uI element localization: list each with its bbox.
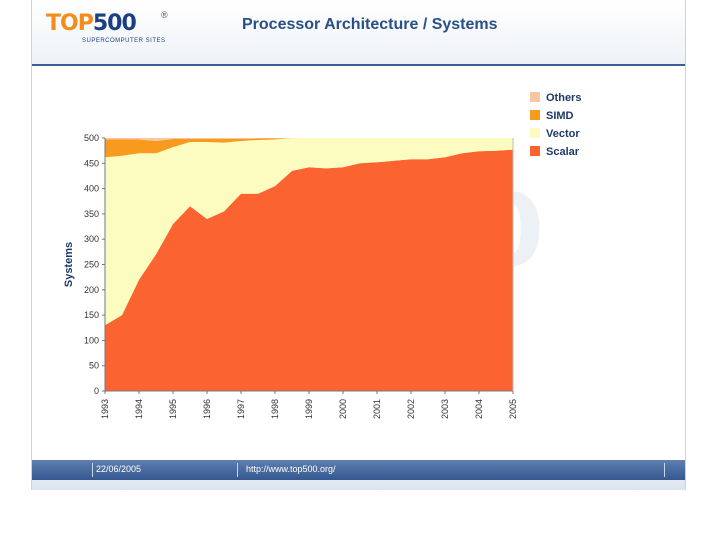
y-tick-label: 400 bbox=[84, 184, 99, 194]
logo-subtitle: SUPERCOMPUTER SITES bbox=[82, 38, 166, 44]
slide: 00 TOP 500 ® SUPERCOMPUTER SITES Process… bbox=[31, 0, 686, 490]
top500-logo: TOP 500 ® SUPERCOMPUTER SITES bbox=[46, 8, 196, 50]
footer-date: 22/06/2005 bbox=[96, 464, 142, 474]
y-tick-label: 250 bbox=[84, 260, 99, 270]
y-tick-label: 450 bbox=[84, 158, 99, 168]
y-tick-label: 100 bbox=[84, 335, 99, 345]
legend-swatch-others bbox=[530, 92, 540, 102]
x-tick-label: 1996 bbox=[202, 399, 212, 419]
area-vector bbox=[105, 138, 513, 326]
x-tick-label: 2005 bbox=[508, 399, 518, 419]
registered-mark: ® bbox=[161, 10, 168, 20]
x-tick-label: 2001 bbox=[372, 399, 382, 419]
legend-label-others: Others bbox=[546, 92, 581, 104]
y-tick-label: 50 bbox=[89, 361, 99, 371]
legend-swatch-scalar bbox=[530, 146, 540, 156]
stacked-area-chart: 0 50 100 150 200 250 300 350 400 450 500 1993 1994 19… bbox=[63, 92, 581, 419]
x-tick-label: 1998 bbox=[270, 399, 280, 419]
legend-label-scalar: Scalar bbox=[546, 146, 580, 158]
x-tick-label: 1999 bbox=[304, 399, 314, 419]
y-tick-label: 0 bbox=[94, 386, 99, 396]
x-tick-label: 2003 bbox=[440, 399, 450, 419]
x-tick-label: 1994 bbox=[134, 399, 144, 419]
footer-url: http://www.top500.org/ bbox=[246, 464, 336, 474]
y-tick-label: 500 bbox=[84, 133, 99, 143]
legend-label-vector: Vector bbox=[546, 128, 580, 140]
slide-title: Processor Architecture / Systems bbox=[242, 16, 498, 33]
y-tick-label: 300 bbox=[84, 234, 99, 244]
x-tick-label: 2000 bbox=[338, 399, 348, 419]
logo-text-500: 500 bbox=[92, 10, 137, 36]
x-tick-label: 2002 bbox=[406, 399, 416, 419]
y-tick-label: 150 bbox=[84, 310, 99, 320]
y-axis-title: Systems bbox=[63, 242, 75, 287]
legend-swatch-simd bbox=[530, 110, 540, 120]
legend-swatch-vector bbox=[530, 128, 540, 138]
footer-separator bbox=[92, 463, 93, 477]
footer-bar: 22/06/2005 http://www.top500.org/ bbox=[32, 460, 685, 480]
footer-separator bbox=[237, 463, 238, 477]
x-tick-label: 1997 bbox=[236, 399, 246, 419]
y-tick-label: 350 bbox=[84, 209, 99, 219]
y-tick-label: 200 bbox=[84, 285, 99, 295]
x-tick-label: 2004 bbox=[474, 399, 484, 419]
slide-footer: 22/06/2005 http://www.top500.org/ bbox=[32, 460, 685, 490]
legend-label-simd: SIMD bbox=[546, 110, 574, 122]
logo-text-top: TOP bbox=[46, 10, 94, 36]
area-others bbox=[105, 138, 513, 141]
x-tick-label: 1993 bbox=[100, 399, 110, 419]
slide-header: TOP 500 ® SUPERCOMPUTER SITES Processor … bbox=[32, 0, 685, 66]
footer-separator bbox=[664, 463, 665, 477]
x-tick-label: 1995 bbox=[168, 399, 178, 419]
area-scalar bbox=[105, 149, 513, 391]
